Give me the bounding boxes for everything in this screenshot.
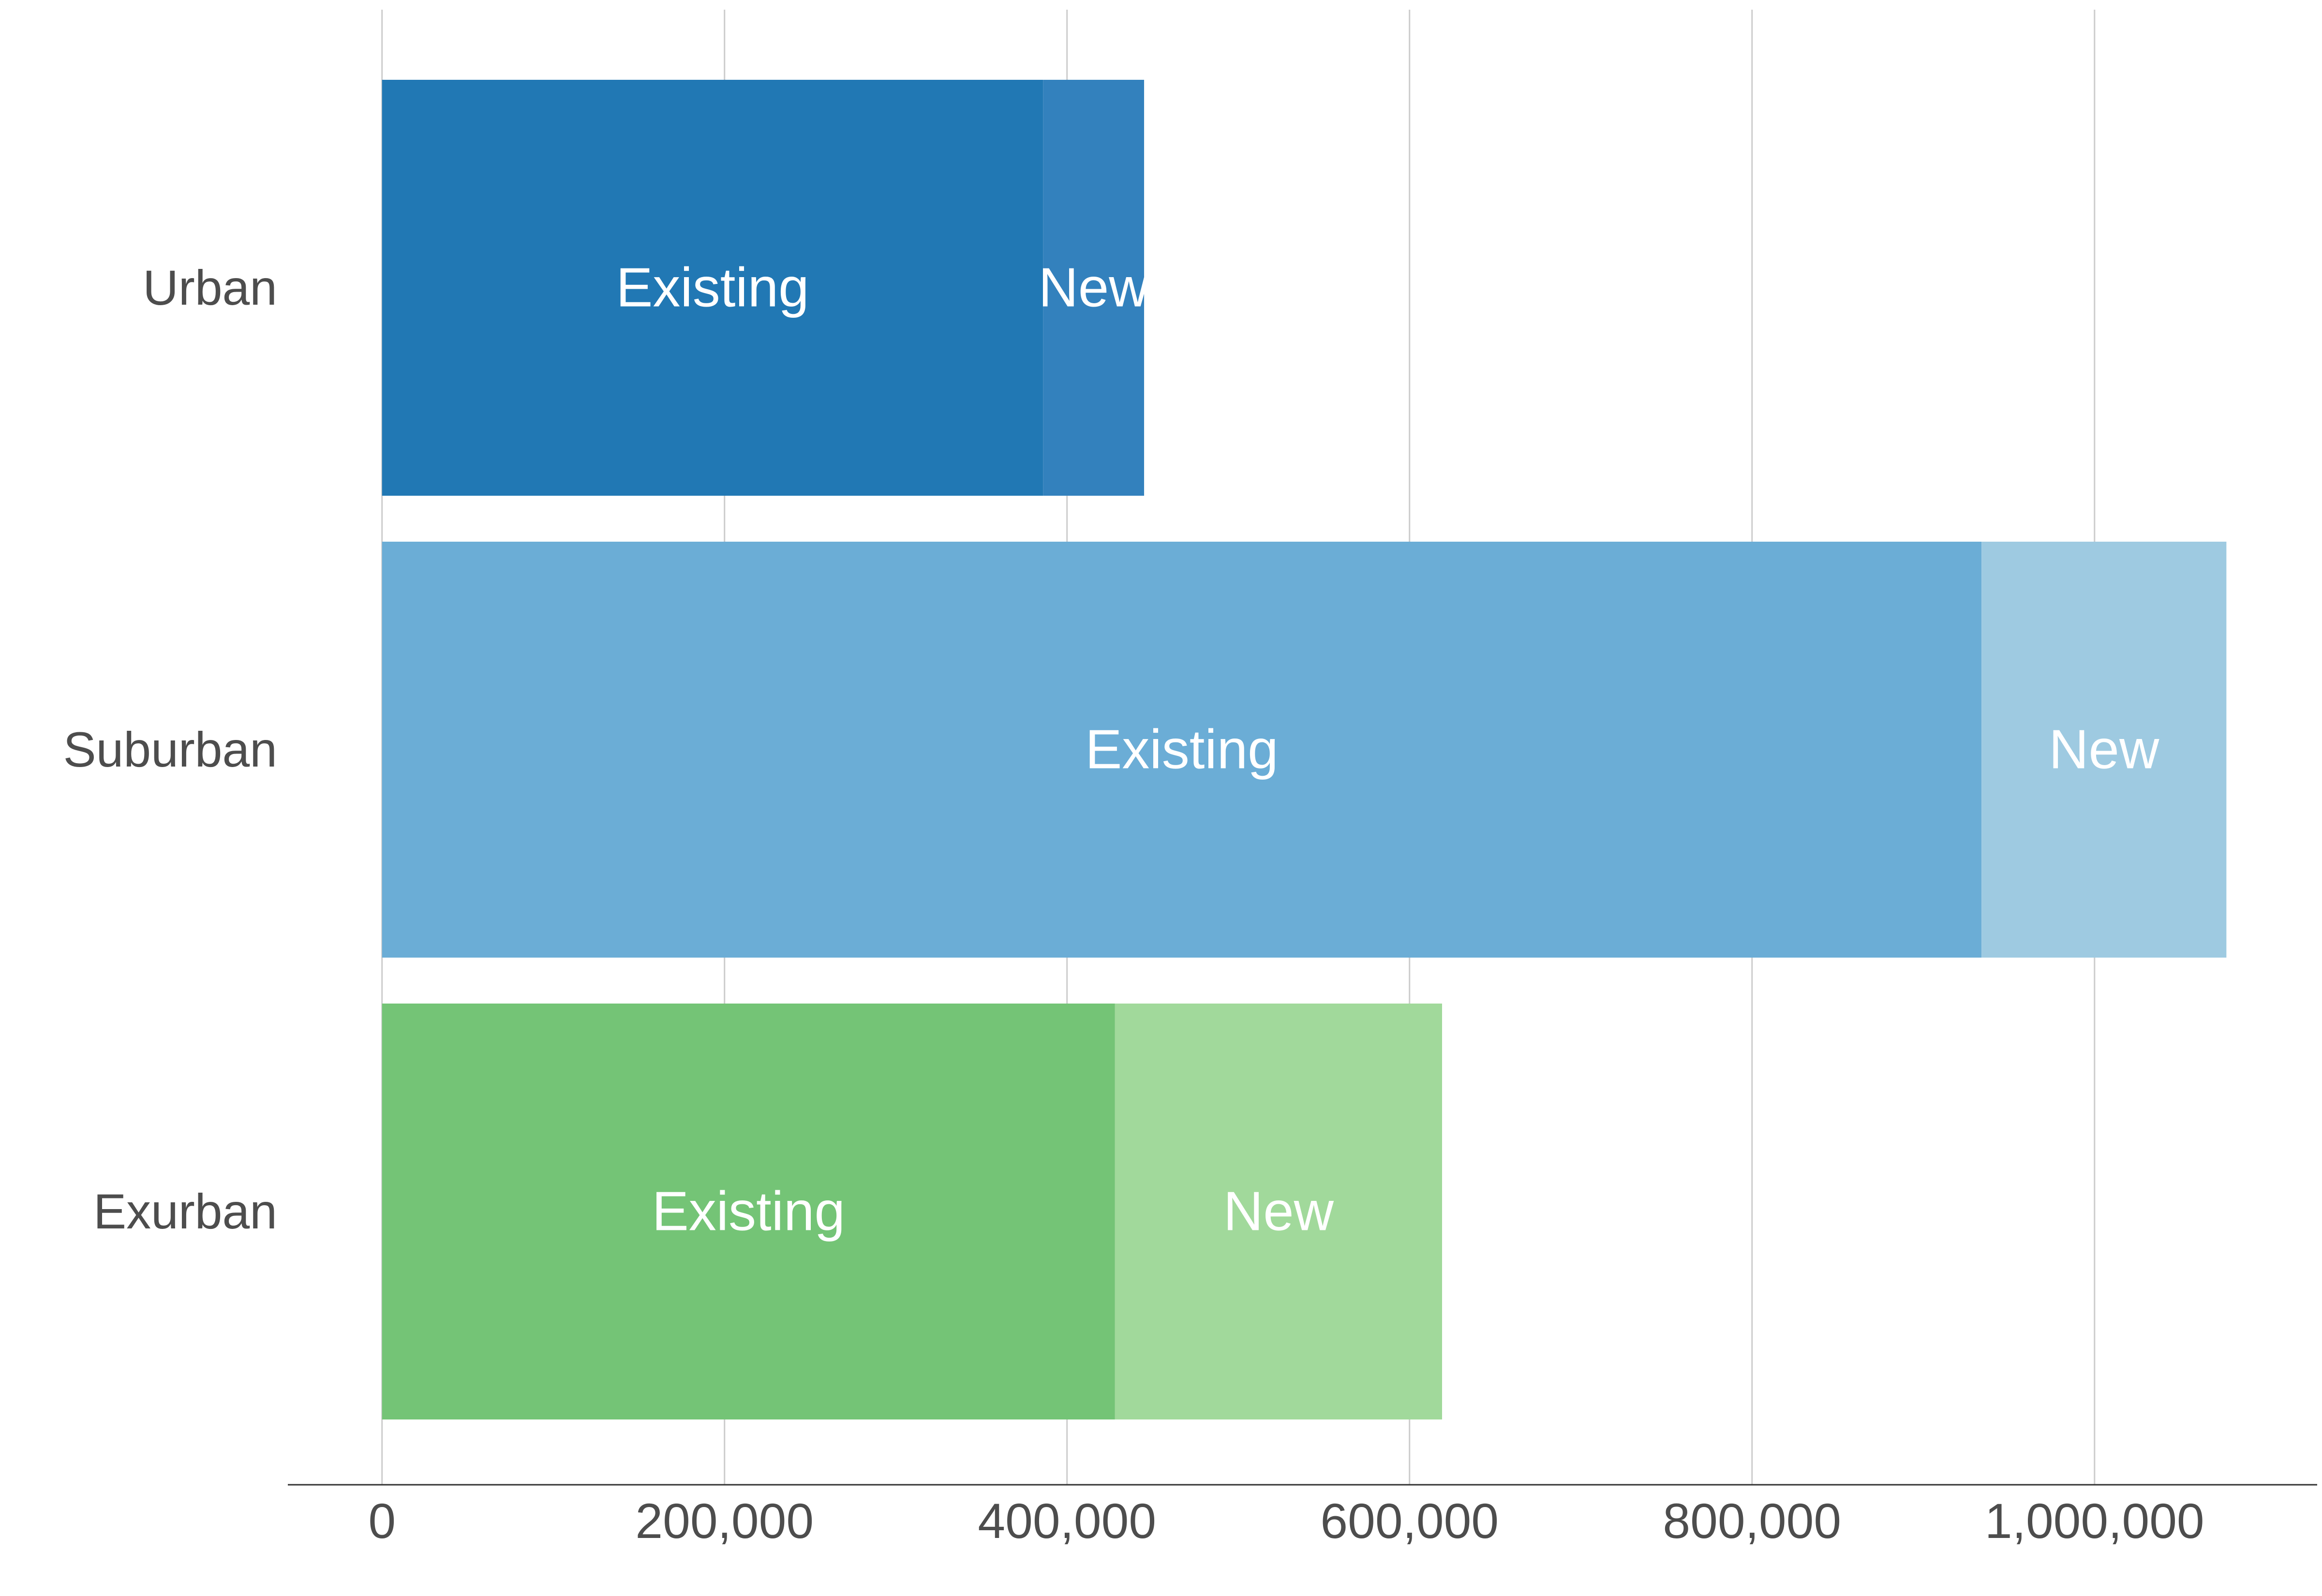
category-labels: Urban Suburban Exurban (63, 260, 277, 1239)
x-axis: 0 200,000 400,000 600,000 800,000 1,000,000 (288, 1484, 2317, 1549)
category-label-urban: Urban (143, 260, 277, 315)
segment-label-exurban-new: New (1223, 1181, 1334, 1242)
x-tick-label-5: 1,000,000 (1985, 1493, 2204, 1549)
x-tick-label-2: 400,000 (978, 1493, 1156, 1549)
segment-labels: Existing New Existing New Existing New (616, 257, 2159, 1242)
bar-exurban-new (1115, 1004, 1443, 1419)
bar-exurban-existing (382, 1004, 1115, 1419)
bar-urban-existing (382, 80, 1043, 496)
segment-label-suburban-new: New (2049, 719, 2159, 781)
category-label-suburban: Suburban (63, 722, 277, 777)
bar-suburban-existing (382, 542, 1982, 958)
x-tick-label-4: 800,000 (1663, 1493, 1841, 1549)
bar-suburban-new (1981, 542, 2227, 958)
segment-label-urban-existing: Existing (616, 257, 809, 319)
segment-label-urban-new: New (1039, 257, 1149, 319)
x-tick-label-1: 200,000 (635, 1493, 814, 1549)
x-tick-label-3: 600,000 (1320, 1493, 1499, 1549)
segment-label-suburban-existing: Existing (1085, 719, 1278, 781)
x-tick-label-0: 0 (368, 1493, 396, 1549)
segment-label-exurban-existing: Existing (652, 1181, 845, 1242)
bars (382, 80, 2227, 1419)
category-label-exurban: Exurban (93, 1184, 277, 1239)
bar-urban-new (1043, 80, 1145, 496)
